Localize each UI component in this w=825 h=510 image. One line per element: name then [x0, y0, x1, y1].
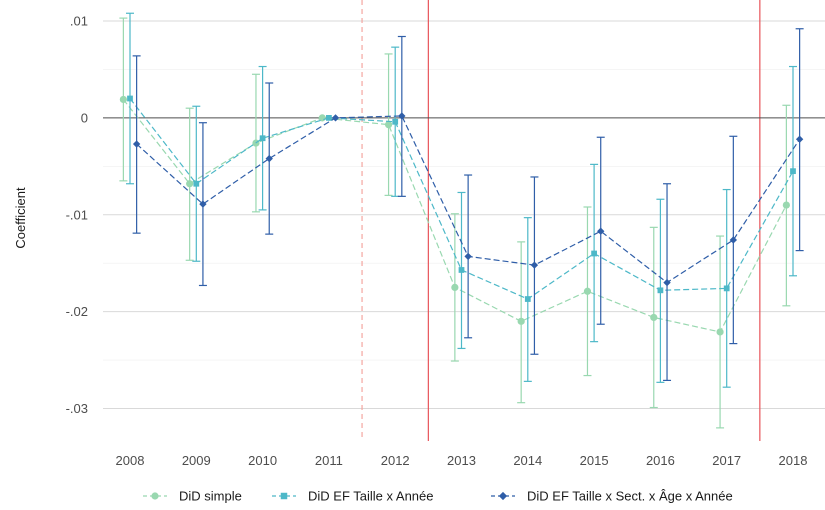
data-point: [657, 287, 664, 294]
data-point: [729, 236, 738, 244]
data-point: [451, 283, 459, 292]
data-point: [127, 95, 133, 102]
data-point: [723, 285, 730, 292]
data-point: [583, 287, 592, 295]
legend-label: DiD EF Taille x Sect. x Âge x Année: [527, 489, 733, 504]
data-point: [132, 140, 141, 148]
data-point: [795, 135, 804, 143]
data-point: [650, 313, 658, 322]
legend-marker: [280, 492, 288, 500]
data-point: [398, 112, 406, 120]
data-point: [199, 200, 207, 208]
legend-item: DiD simple: [143, 489, 242, 504]
y-axis-title: Coefficient: [13, 187, 28, 249]
series-group: [119, 12, 804, 429]
data-point: [384, 121, 393, 129]
data-point: [524, 296, 531, 302]
legend-marker: [498, 491, 508, 501]
x-tick-label: 2008: [116, 453, 145, 468]
data-point: [591, 250, 597, 257]
y-tick-label: 0: [81, 110, 88, 125]
data-point: [782, 201, 790, 209]
legend-item: DiD EF Taille x Année: [272, 489, 434, 504]
data-point: [517, 317, 525, 325]
x-tick-label: 2012: [381, 453, 410, 468]
data-point: [326, 114, 332, 121]
data-point: [530, 261, 539, 269]
y-tick-label: -.02: [66, 304, 88, 319]
x-tick-label: 2015: [580, 453, 609, 468]
data-point: [458, 267, 465, 273]
data-point: [392, 118, 399, 125]
x-tick-label: 2010: [248, 453, 277, 468]
x-tick-label: 2018: [779, 453, 808, 468]
legend-item: DiD EF Taille x Sect. x Âge x Année: [491, 489, 733, 504]
data-point: [464, 252, 472, 261]
data-point: [259, 135, 266, 142]
legend-label: DiD simple: [179, 489, 242, 504]
reference-lines: [361, 0, 761, 441]
legend-marker: [151, 492, 159, 500]
data-point: [716, 328, 724, 336]
data-point: [663, 278, 671, 287]
y-tick-label: -.01: [66, 207, 88, 222]
x-axis-ticks: 2008 2009 2010 2011 2012 2013 2014 2015 2016 2017…: [116, 453, 808, 468]
data-point: [790, 168, 796, 175]
series-3: [132, 28, 804, 382]
data-point: [193, 180, 200, 187]
legend-label: DiD EF Taille x Année: [308, 489, 434, 504]
x-tick-label: 2011: [315, 453, 343, 468]
gridlines: [103, 20, 825, 409]
y-tick-label: -.03: [66, 401, 88, 416]
series-1: [119, 17, 791, 429]
x-tick-label: 2009: [182, 453, 211, 468]
y-tick-label: .01: [70, 14, 88, 29]
data-point: [265, 154, 273, 163]
x-tick-label: 2014: [513, 453, 542, 468]
series-2: [126, 12, 797, 388]
data-point: [119, 95, 127, 104]
x-tick-label: 2013: [447, 453, 476, 468]
data-point: [186, 180, 194, 188]
y-axis-ticks: .01 0 -.01 -.02 -.03: [66, 14, 88, 417]
legend: DiD simple DiD EF Taille x Année DiD EF Ta…: [143, 489, 733, 504]
x-tick-label: 2016: [646, 453, 675, 468]
data-point: [597, 227, 605, 235]
x-tick-label: 2017: [712, 453, 741, 468]
data-point: [331, 114, 340, 122]
